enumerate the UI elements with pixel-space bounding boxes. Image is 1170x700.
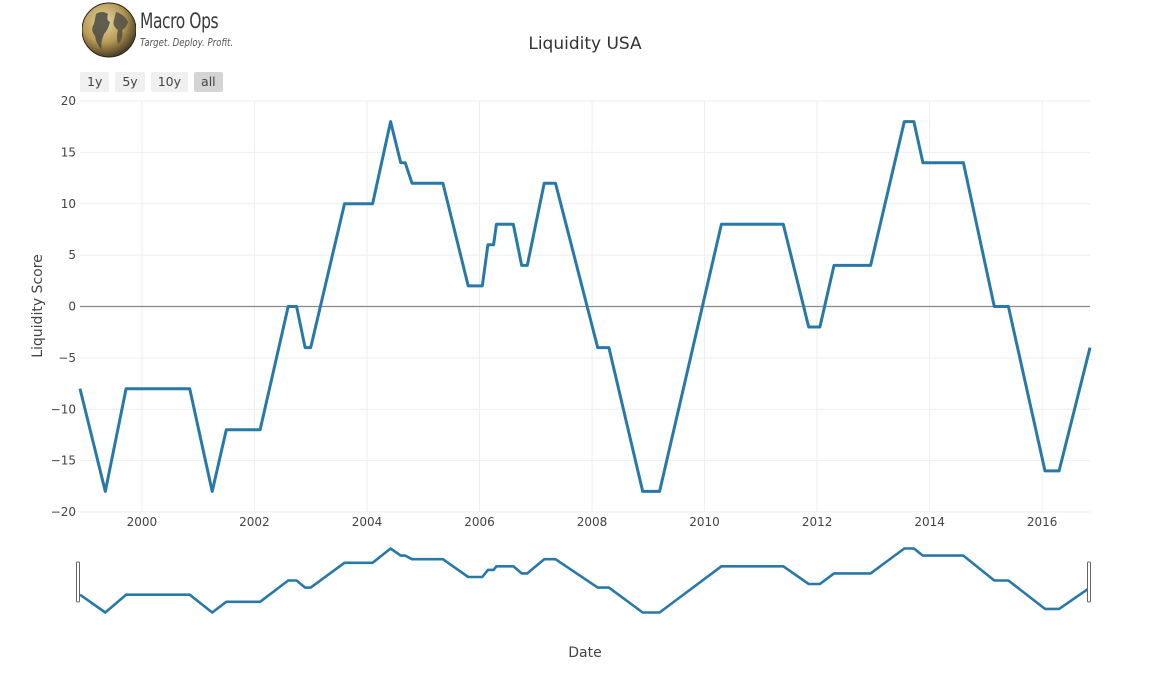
range-button-all[interactable]: all [194, 72, 223, 92]
range-selector: 1y 5y 10y all [80, 72, 223, 92]
y-tick-label: −20 [51, 505, 76, 519]
slider-right-handle[interactable] [1087, 561, 1091, 603]
x-tick-label: 2004 [352, 515, 383, 529]
y-tick-label: 0 [68, 300, 76, 314]
x-tick-label: 2010 [689, 515, 720, 529]
y-tick-label: −10 [51, 402, 76, 416]
series-line-liquidity-score[interactable] [78, 120, 1092, 493]
y-tick-label: 5 [68, 248, 76, 262]
range-button-10y[interactable]: 10y [150, 72, 189, 92]
globe-icon [81, 2, 137, 58]
x-axis-label: Date [568, 645, 601, 661]
range-slider[interactable] [76, 547, 1091, 614]
x-tick-label: 2002 [239, 515, 270, 529]
logo-tagline: Target. Deploy. Profit. [140, 36, 234, 49]
range-button-5y[interactable]: 5y [115, 72, 145, 92]
y-tick-label: 10 [61, 197, 76, 211]
y-tick-label: 15 [61, 145, 76, 159]
x-tick-label: 2008 [577, 515, 608, 529]
x-tick-label: 2014 [914, 515, 945, 529]
chart-title: Liquidity USA [528, 34, 642, 54]
slider-left-handle[interactable] [76, 561, 80, 603]
x-tick-label: 2000 [127, 515, 158, 529]
y-tick-label: −5 [58, 351, 76, 365]
main-plot-area[interactable] [78, 120, 1092, 493]
y-tick-label: −15 [51, 454, 76, 468]
range-button-1y[interactable]: 1y [80, 72, 110, 92]
axes: −20 −15 −10 −5 0 5 10 15 20 2000 2002 2004 2006 2008 2… [51, 94, 1058, 529]
logo: Macro Ops Target. Deploy. Profit. [81, 0, 252, 60]
grid [80, 100, 1090, 513]
y-tick-label: 20 [61, 94, 76, 108]
x-tick-label: 2012 [802, 515, 833, 529]
logo-name: Macro Ops [140, 9, 219, 33]
y-axis-label: Liquidity Score [30, 254, 46, 358]
x-tick-label: 2006 [464, 515, 495, 529]
slider-series-line [79, 547, 1091, 614]
x-tick-label: 2016 [1027, 515, 1058, 529]
